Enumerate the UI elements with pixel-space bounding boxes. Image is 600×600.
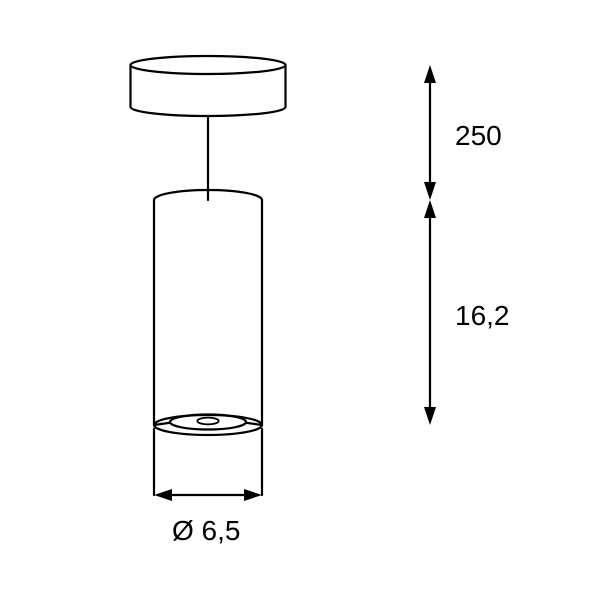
dim-diameter-label: Ø 6,5 [172, 515, 240, 546]
dim-lower-label: 16,2 [455, 300, 510, 331]
pendant-lamp-diagram: 250 16,2 Ø 6,5 [0, 0, 600, 600]
dim-upper-label: 250 [455, 120, 502, 151]
